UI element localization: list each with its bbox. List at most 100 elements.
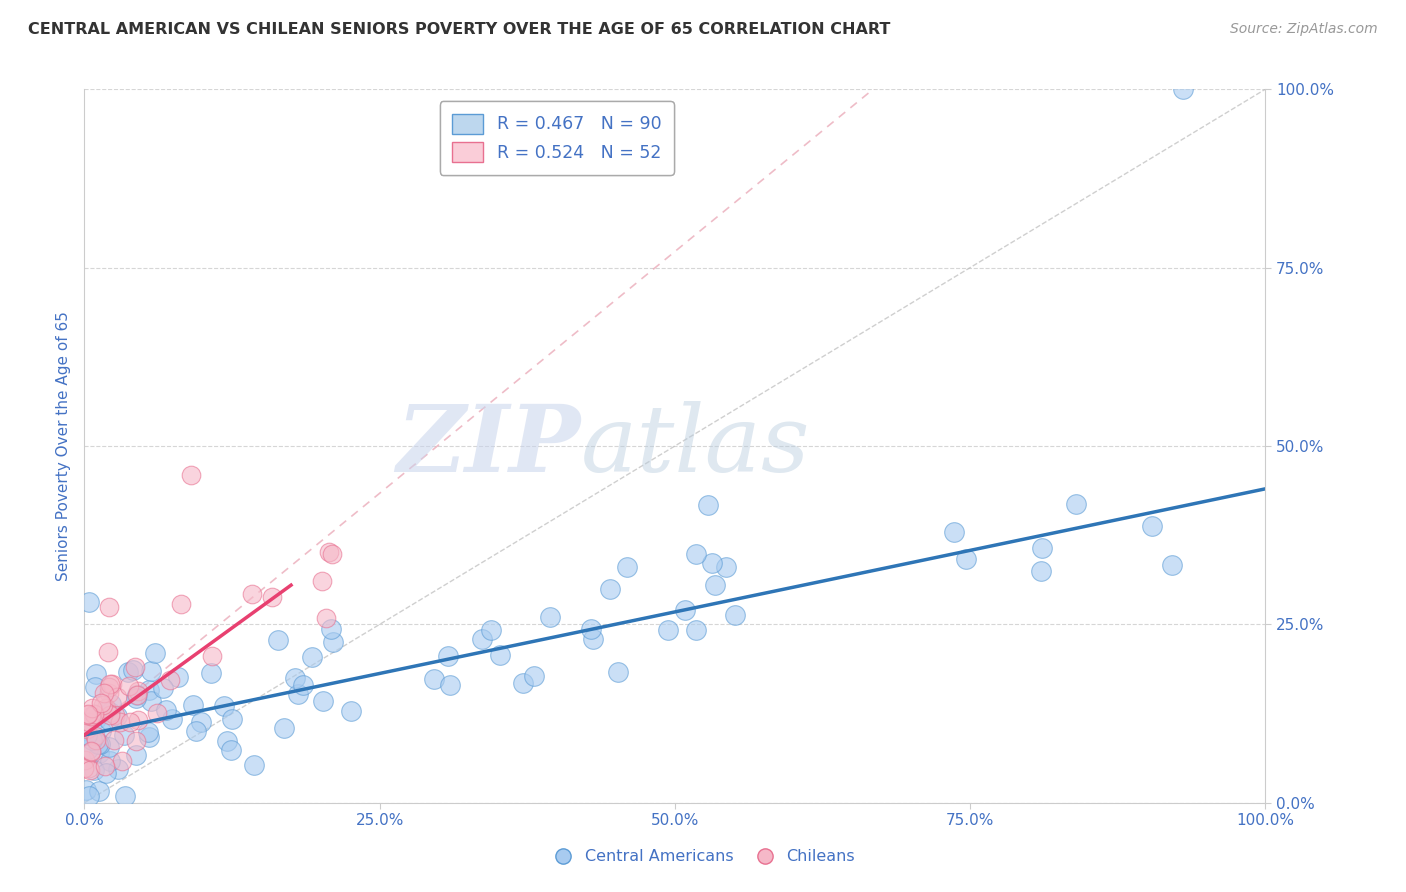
Text: CENTRAL AMERICAN VS CHILEAN SENIORS POVERTY OVER THE AGE OF 65 CORRELATION CHART: CENTRAL AMERICAN VS CHILEAN SENIORS POVE… bbox=[28, 22, 890, 37]
Point bbox=[685, 623, 707, 637]
Point bbox=[673, 603, 696, 617]
Point bbox=[96, 701, 118, 715]
Point bbox=[105, 690, 128, 704]
Point bbox=[311, 574, 333, 589]
Point bbox=[90, 697, 112, 711]
Point bbox=[538, 609, 561, 624]
Point bbox=[75, 783, 97, 797]
Point bbox=[84, 729, 107, 743]
Point bbox=[97, 686, 120, 700]
Point bbox=[125, 734, 148, 748]
Point bbox=[292, 678, 315, 692]
Point bbox=[273, 721, 295, 735]
Point bbox=[240, 587, 263, 601]
Point bbox=[80, 745, 103, 759]
Point bbox=[80, 708, 103, 723]
Point bbox=[127, 713, 149, 727]
Y-axis label: Seniors Poverty Over the Age of 65: Seniors Poverty Over the Age of 65 bbox=[56, 311, 72, 581]
Point bbox=[77, 706, 100, 721]
Point bbox=[215, 734, 238, 748]
Point bbox=[1066, 497, 1088, 511]
Point bbox=[77, 714, 100, 729]
Point bbox=[262, 590, 284, 604]
Point bbox=[121, 663, 143, 677]
Point bbox=[107, 762, 129, 776]
Point bbox=[125, 688, 148, 702]
Point bbox=[160, 712, 183, 726]
Point bbox=[616, 559, 638, 574]
Point bbox=[321, 622, 343, 636]
Point bbox=[97, 739, 120, 754]
Point bbox=[86, 712, 108, 726]
Point bbox=[83, 763, 105, 777]
Point bbox=[607, 665, 630, 679]
Point bbox=[101, 677, 124, 691]
Point bbox=[702, 556, 724, 570]
Point bbox=[79, 744, 101, 758]
Point bbox=[124, 660, 146, 674]
Point bbox=[301, 650, 323, 665]
Point bbox=[1171, 82, 1194, 96]
Point bbox=[117, 665, 139, 680]
Point bbox=[141, 694, 163, 708]
Point bbox=[73, 760, 96, 774]
Text: atlas: atlas bbox=[581, 401, 810, 491]
Point bbox=[1161, 558, 1184, 572]
Point bbox=[312, 694, 335, 708]
Point bbox=[87, 746, 110, 760]
Point bbox=[83, 706, 105, 721]
Point bbox=[146, 706, 169, 720]
Point bbox=[219, 742, 242, 756]
Point bbox=[471, 632, 494, 646]
Point bbox=[284, 671, 307, 685]
Point bbox=[76, 722, 98, 736]
Point bbox=[489, 648, 512, 662]
Point bbox=[267, 633, 290, 648]
Point bbox=[98, 677, 121, 691]
Point bbox=[76, 741, 98, 756]
Point bbox=[287, 686, 309, 700]
Point bbox=[75, 720, 97, 734]
Point bbox=[479, 623, 502, 637]
Point bbox=[97, 645, 120, 659]
Point bbox=[125, 747, 148, 762]
Point bbox=[139, 664, 162, 678]
Point bbox=[84, 733, 107, 747]
Point bbox=[243, 758, 266, 772]
Point bbox=[340, 704, 363, 718]
Point bbox=[124, 690, 146, 705]
Point bbox=[1142, 519, 1164, 533]
Point bbox=[138, 683, 160, 698]
Point bbox=[200, 666, 222, 681]
Point bbox=[114, 728, 136, 742]
Point bbox=[143, 646, 166, 660]
Point bbox=[942, 524, 965, 539]
Point bbox=[90, 723, 112, 738]
Point bbox=[98, 600, 121, 615]
Point bbox=[599, 582, 621, 597]
Point bbox=[422, 672, 444, 686]
Point bbox=[86, 737, 108, 751]
Point bbox=[1031, 541, 1053, 556]
Point bbox=[523, 669, 546, 683]
Point bbox=[97, 713, 120, 727]
Point bbox=[724, 607, 747, 622]
Point bbox=[152, 681, 174, 696]
Point bbox=[581, 622, 603, 636]
Point bbox=[439, 678, 461, 692]
Point bbox=[703, 578, 725, 592]
Point bbox=[98, 705, 121, 719]
Point bbox=[91, 698, 114, 713]
Point bbox=[98, 707, 121, 722]
Point bbox=[105, 709, 128, 723]
Point bbox=[111, 754, 134, 768]
Point bbox=[108, 714, 131, 729]
Point bbox=[80, 733, 103, 747]
Point bbox=[138, 730, 160, 744]
Point bbox=[180, 467, 202, 482]
Point bbox=[86, 666, 108, 681]
Point bbox=[1031, 565, 1053, 579]
Point bbox=[512, 675, 534, 690]
Point bbox=[127, 684, 149, 698]
Point bbox=[190, 714, 212, 729]
